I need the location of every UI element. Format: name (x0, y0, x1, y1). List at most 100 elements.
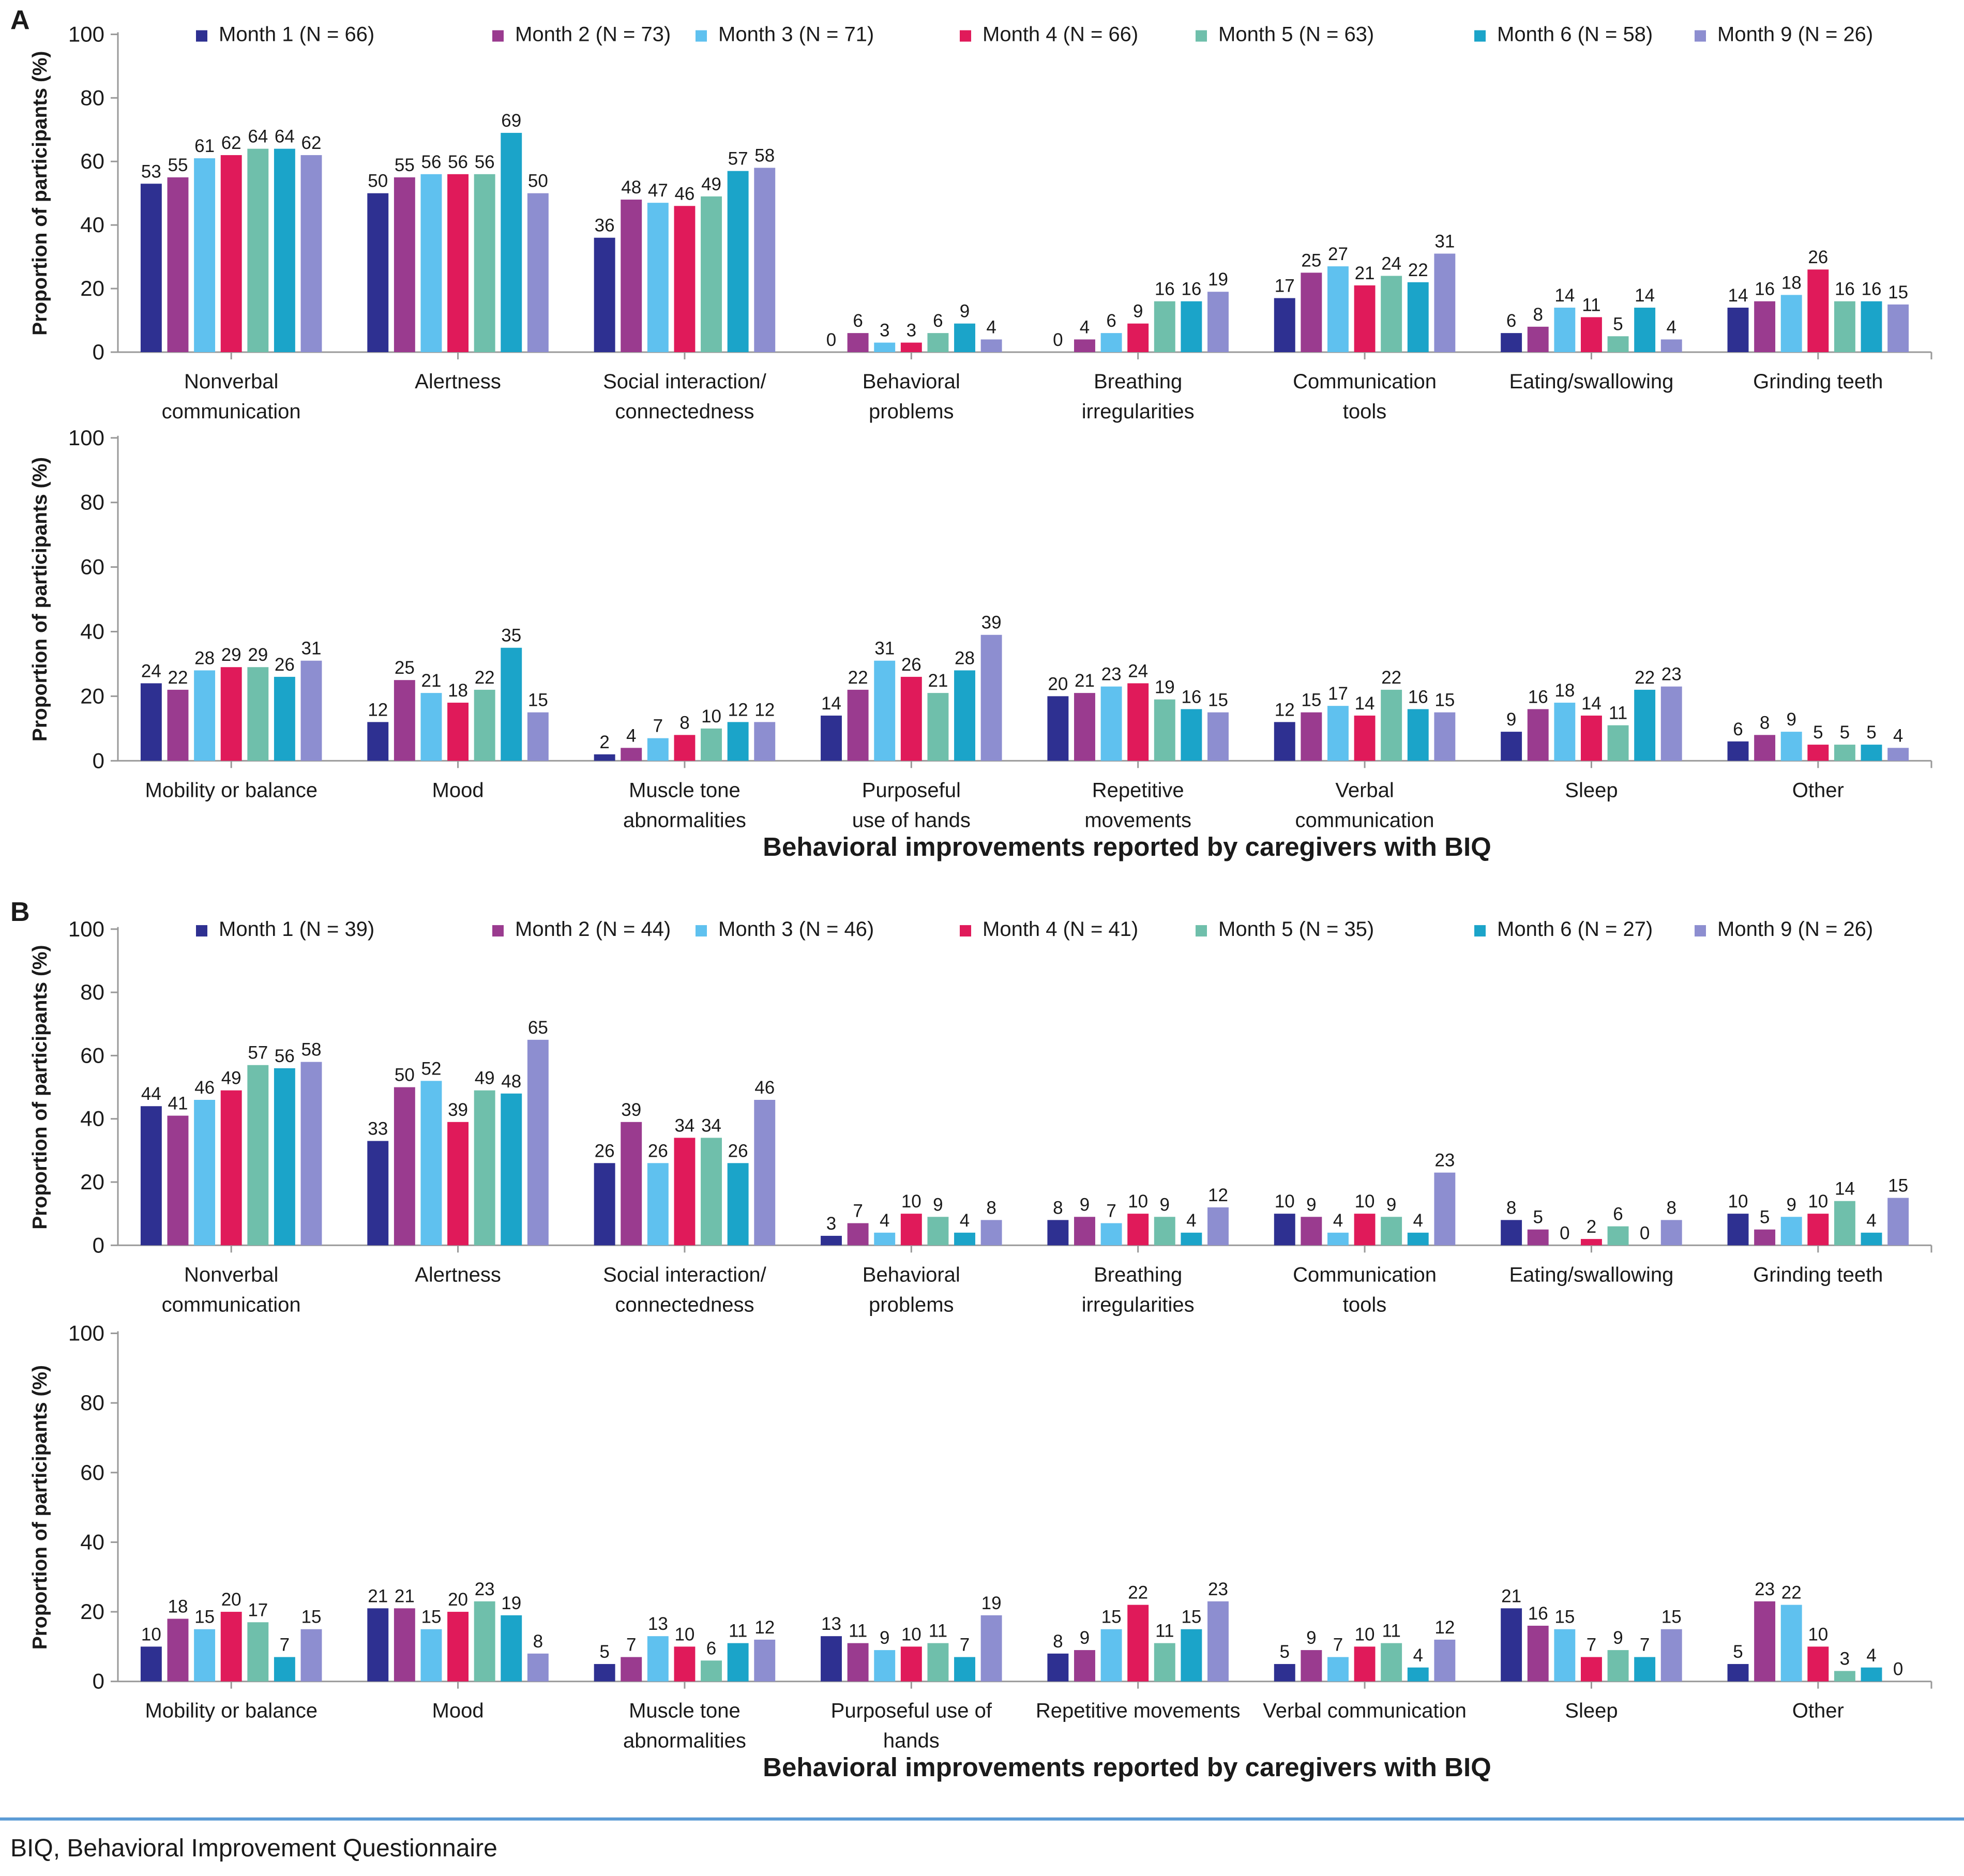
svg-text:46: 46 (754, 1078, 775, 1098)
svg-text:11: 11 (1155, 1621, 1174, 1641)
svg-text:55: 55 (168, 155, 188, 175)
svg-text:0: 0 (1893, 1659, 1903, 1680)
svg-text:26: 26 (275, 655, 295, 675)
svg-text:23: 23 (1208, 1579, 1228, 1599)
svg-text:Grinding teeth: Grinding teeth (1753, 1263, 1883, 1286)
svg-text:abnormalities: abnormalities (623, 1730, 746, 1752)
svg-text:14: 14 (821, 693, 841, 714)
svg-text:40: 40 (80, 213, 104, 237)
svg-text:48: 48 (621, 177, 641, 198)
svg-text:19: 19 (501, 1593, 521, 1613)
svg-text:4: 4 (1866, 1645, 1876, 1666)
svg-text:Eating/swallowing: Eating/swallowing (1509, 370, 1673, 393)
svg-text:9: 9 (1306, 1194, 1316, 1215)
svg-text:22: 22 (1635, 668, 1655, 688)
svg-text:7: 7 (853, 1201, 863, 1221)
svg-text:Month 9 (N = 26): Month 9 (N = 26) (1717, 918, 1873, 941)
svg-text:20: 20 (80, 276, 104, 300)
svg-text:6: 6 (1613, 1204, 1623, 1224)
svg-text:56: 56 (448, 152, 468, 172)
svg-text:10: 10 (1808, 1191, 1828, 1212)
svg-text:15: 15 (1434, 690, 1455, 710)
svg-text:0: 0 (1053, 330, 1063, 350)
svg-text:problems: problems (869, 400, 954, 423)
svg-text:23: 23 (475, 1579, 495, 1599)
svg-text:communication: communication (162, 1293, 301, 1316)
svg-text:7: 7 (653, 716, 663, 736)
svg-text:9: 9 (1160, 1194, 1170, 1215)
svg-text:Repetitive: Repetitive (1092, 779, 1184, 801)
svg-text:use of hands: use of hands (852, 809, 971, 831)
svg-text:5: 5 (1866, 722, 1876, 743)
svg-text:21: 21 (1501, 1586, 1521, 1606)
svg-text:49: 49 (701, 174, 721, 194)
svg-text:80: 80 (80, 1390, 104, 1415)
svg-text:4: 4 (1080, 317, 1090, 337)
svg-text:Behavioral improvements report: Behavioral improvements reported by care… (763, 1752, 1491, 1782)
svg-text:9: 9 (880, 1628, 889, 1648)
svg-text:5: 5 (1280, 1642, 1290, 1662)
svg-text:52: 52 (421, 1058, 441, 1079)
svg-text:Communication: Communication (1293, 370, 1437, 393)
svg-text:20: 20 (80, 1599, 104, 1624)
svg-text:28: 28 (194, 648, 215, 668)
svg-text:irregularities: irregularities (1082, 1293, 1195, 1316)
svg-text:21: 21 (368, 1586, 388, 1606)
svg-text:9: 9 (1306, 1628, 1316, 1648)
svg-text:100: 100 (68, 917, 104, 941)
svg-text:15: 15 (528, 690, 548, 710)
svg-text:4: 4 (960, 1211, 970, 1231)
svg-text:4: 4 (1413, 1211, 1423, 1231)
svg-text:21: 21 (1355, 263, 1375, 283)
svg-text:17: 17 (1328, 684, 1348, 704)
svg-text:58: 58 (754, 146, 775, 166)
svg-text:2: 2 (1587, 1217, 1596, 1237)
svg-text:16: 16 (1755, 279, 1775, 299)
svg-text:12: 12 (1434, 1617, 1455, 1638)
svg-text:3: 3 (1840, 1649, 1850, 1669)
svg-text:9: 9 (1786, 1194, 1796, 1215)
svg-text:11: 11 (1382, 1621, 1400, 1641)
svg-text:0: 0 (93, 340, 104, 364)
svg-text:7: 7 (626, 1635, 636, 1655)
svg-text:16: 16 (1181, 687, 1201, 707)
svg-text:10: 10 (901, 1191, 921, 1212)
svg-text:0: 0 (1560, 1223, 1569, 1243)
svg-text:15: 15 (301, 1607, 322, 1627)
svg-text:Purposeful: Purposeful (862, 779, 961, 801)
svg-text:6: 6 (853, 311, 863, 331)
svg-text:48: 48 (501, 1071, 521, 1092)
svg-text:15: 15 (1101, 1607, 1122, 1627)
svg-text:24: 24 (141, 661, 161, 681)
svg-text:16: 16 (1862, 279, 1882, 299)
svg-text:10: 10 (1355, 1191, 1375, 1212)
svg-text:40: 40 (80, 1530, 104, 1554)
svg-text:47: 47 (648, 180, 668, 201)
svg-text:0: 0 (826, 330, 836, 350)
svg-text:BIQ, Behavioral Improvement Qu: BIQ, Behavioral Improvement Questionnair… (10, 1835, 497, 1862)
svg-text:16: 16 (1155, 279, 1175, 299)
svg-text:5: 5 (1840, 722, 1850, 743)
svg-text:4: 4 (1186, 1211, 1196, 1231)
svg-text:15: 15 (1208, 690, 1228, 710)
svg-text:31: 31 (1434, 231, 1455, 251)
svg-text:12: 12 (754, 700, 775, 720)
svg-text:Month 6 (N = 58): Month 6 (N = 58) (1497, 23, 1653, 46)
svg-text:14: 14 (1355, 693, 1375, 714)
svg-text:3: 3 (880, 321, 889, 341)
svg-text:10: 10 (674, 1624, 694, 1644)
svg-text:26: 26 (1808, 247, 1828, 267)
svg-text:33: 33 (368, 1119, 388, 1139)
svg-text:7: 7 (1587, 1635, 1596, 1655)
svg-text:problems: problems (869, 1293, 954, 1316)
svg-text:62: 62 (301, 133, 322, 153)
svg-text:49: 49 (475, 1068, 495, 1088)
svg-text:12: 12 (1275, 700, 1295, 720)
svg-text:10: 10 (1275, 1191, 1295, 1212)
svg-text:Month 6 (N = 27): Month 6 (N = 27) (1497, 918, 1653, 941)
svg-text:8: 8 (1533, 305, 1543, 325)
svg-text:Eating/swallowing: Eating/swallowing (1509, 1263, 1673, 1286)
svg-text:5: 5 (1760, 1207, 1770, 1228)
svg-text:23: 23 (1434, 1151, 1455, 1171)
svg-text:Month 1 (N = 66): Month 1 (N = 66) (219, 23, 374, 46)
